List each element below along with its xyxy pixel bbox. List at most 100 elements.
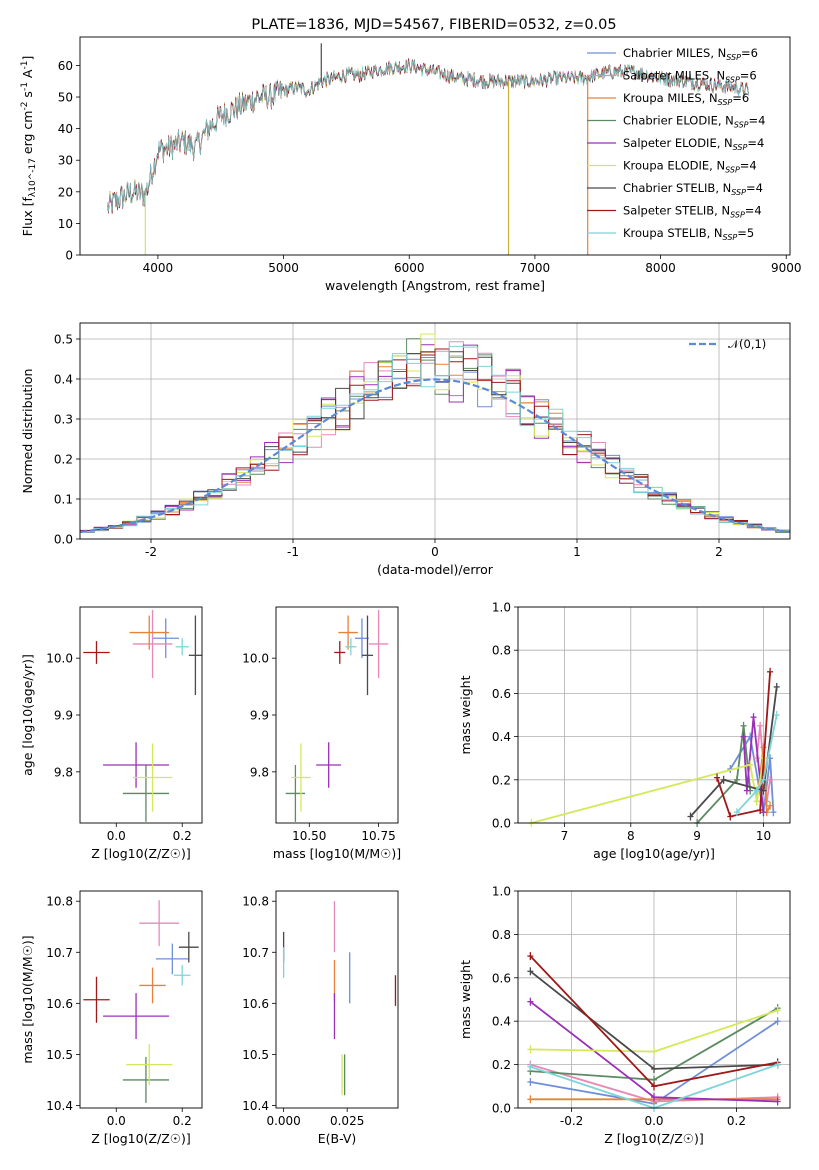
x-tick-label: -0.2	[560, 1114, 583, 1128]
panel-weight-vs-Z: -0.2 0.0 0.2 0.0 0.2 0.4 0.6 0.8 1.0 Z [log10(Z/Z…	[458, 885, 791, 1146]
legend-label: Salpeter STELIB, NSSP=4	[623, 204, 762, 220]
x-tick-label: 0.2	[727, 1114, 746, 1128]
y-tick-label: 10	[58, 217, 73, 231]
y-tick-label: 10.4	[46, 1099, 73, 1113]
x-tick-label: 10.75	[361, 829, 395, 843]
y-axis-label: Normed distribution	[20, 369, 35, 494]
y-tick-label: 1.0	[492, 601, 511, 615]
x-tick-label: 0.2	[173, 829, 192, 843]
x-axis-label: wavelength [Angstrom, rest frame]	[325, 278, 545, 293]
x-tick-label: 2	[715, 545, 723, 559]
histogram-step	[80, 351, 790, 533]
x-tick-label: -2	[145, 545, 157, 559]
y-tick-label: 0.0	[492, 817, 511, 831]
y-tick-label: 0.4	[492, 730, 511, 744]
panel-age-vs-Z: 0.0 0.2 9.8 9.9 10.0 Z [log10(Z/Z☉)] age [log1…	[20, 606, 203, 861]
legend-label: 𝒩(0,1)	[728, 337, 766, 351]
legend-label: Kroupa MILES, NSSP=6	[623, 91, 749, 107]
y-tick-label: 40	[58, 122, 73, 136]
y-tick-label: 0.6	[492, 687, 511, 701]
y-tick-label: 0.2	[492, 1058, 511, 1072]
y-tick-label: 0.0	[492, 1102, 511, 1116]
y-tick-label: 0.2	[54, 453, 73, 467]
histogram-step	[80, 345, 790, 533]
x-tick-label: 5000	[268, 261, 299, 275]
x-tick-label: 9000	[771, 261, 802, 275]
y-tick-label: 0.3	[54, 413, 73, 427]
y-tick-label: 10.8	[242, 895, 269, 909]
y-tick-label: 60	[58, 59, 73, 73]
legend-label: Chabrier STELIB, NSSP=4	[623, 181, 763, 197]
y-tick-label: 10.8	[46, 895, 73, 909]
y-tick-label: 10.4	[242, 1099, 269, 1113]
axes-frame	[517, 890, 791, 1109]
x-tick-label: 0.0	[107, 1114, 126, 1128]
legend-label: Salpeter ELODIE, NSSP=4	[623, 136, 764, 152]
y-axis-label: mass [log10(M/M☉)]	[20, 935, 35, 1063]
y-tick-label: 0.6	[492, 971, 511, 985]
y-tick-label: 30	[58, 154, 73, 168]
x-axis-label: age [log10(age/yr)]	[593, 846, 715, 861]
panel-weight-vs-age: 7 8 9 10 0.0 0.2 0.4 0.6 0.8 1.0 age [log10(age/yr…	[458, 601, 791, 861]
y-tick-label: 0.4	[54, 373, 73, 387]
x-axis-label: mass [log10(M/M☉)]	[273, 846, 401, 861]
x-tick-label: 0.000	[266, 1114, 300, 1128]
y-tick-label: 0.8	[492, 928, 511, 942]
x-tick-label: 7	[561, 829, 569, 843]
x-axis-label: Z [log10(Z/Z☉)]	[604, 1131, 704, 1146]
y-tick-label: 0.1	[54, 493, 73, 507]
weight-line	[716, 671, 771, 818]
spectrum-line	[107, 59, 749, 213]
x-tick-label: 0.2	[173, 1114, 192, 1128]
y-tick-label: 10.7	[46, 946, 73, 960]
x-tick-label: 0.0	[107, 829, 126, 843]
weight-line	[531, 758, 765, 824]
x-tick-label: 9	[693, 829, 701, 843]
y-tick-label: 0.2	[492, 773, 511, 787]
legend-label: Chabrier ELODIE, NSSP=4	[623, 114, 765, 130]
x-axis-label: Z [log10(Z/Z☉)]	[91, 1131, 191, 1146]
x-tick-label: 0.0	[644, 1114, 663, 1128]
y-tick-label: 1.0	[492, 885, 511, 899]
axes-frame	[79, 890, 203, 1109]
weight-line	[689, 686, 778, 818]
figure-title: PLATE=1836, MJD=54567, FIBERID=0532, z=0…	[251, 17, 616, 33]
x-axis-label: E(B-V)	[318, 1131, 357, 1146]
panel-residuals: -2 -1 0 1 2 0.0 0.1 0.2 0.3 0.4 0.5 (data-model)/er…	[20, 322, 791, 577]
x-tick-label: 10	[756, 829, 771, 843]
weight-line	[742, 717, 765, 813]
y-axis-label: Flux [fλ10^-17 erg cm-2 s-1 A-1]	[20, 56, 38, 237]
panel-mass-vs-Z: 0.0 0.2 10.4 10.5 10.6 10.7 10.8 Z [log10(Z/Z☉)…	[20, 890, 203, 1146]
x-axis-label: (data-model)/error	[377, 562, 494, 577]
x-tick-label: 7000	[520, 261, 551, 275]
y-axis-label: mass weight	[458, 675, 473, 754]
axes-frame	[275, 606, 399, 824]
y-tick-label: 9.9	[54, 709, 73, 723]
y-tick-label: 10.0	[46, 652, 73, 666]
y-tick-label: 9.8	[54, 765, 73, 779]
panel-spectrum: 4000 5000 6000 7000 8000 9000 0 10 20 30 40 50 60 wav…	[20, 36, 802, 293]
y-tick-label: 20	[58, 185, 73, 199]
legend-label: Kroupa STELIB, NSSP=5	[623, 226, 754, 242]
panel-age-vs-mass: 10.50 10.75 9.8 9.9 10.0 mass [log10(M/M☉)]	[242, 606, 401, 861]
axes-frame	[79, 606, 203, 824]
x-tick-label: 10.50	[292, 829, 326, 843]
y-tick-label: 0.5	[54, 333, 73, 347]
x-tick-label: 1	[573, 545, 581, 559]
panel-mass-vs-EBV: 0.000 0.025 10.4 10.5 10.6 10.7 10.8 E(B-V)	[242, 890, 399, 1146]
axes-frame	[79, 322, 791, 540]
y-axis-label: age [log10(age/yr)]	[20, 654, 35, 776]
x-tick-label: 0.025	[330, 1114, 364, 1128]
axes-frame	[275, 890, 399, 1109]
normal-curve	[79, 378, 791, 534]
x-tick-label: 4000	[143, 261, 174, 275]
x-tick-label: -1	[287, 545, 299, 559]
y-tick-label: 0	[65, 249, 73, 263]
y-tick-label: 10.6	[242, 997, 269, 1011]
y-tick-label: 10.0	[242, 652, 269, 666]
y-tick-label: 0.8	[492, 644, 511, 658]
x-tick-label: 6000	[394, 261, 425, 275]
legend-label: Kroupa ELODIE, NSSP=4	[623, 159, 757, 175]
axes-frame	[517, 606, 791, 824]
